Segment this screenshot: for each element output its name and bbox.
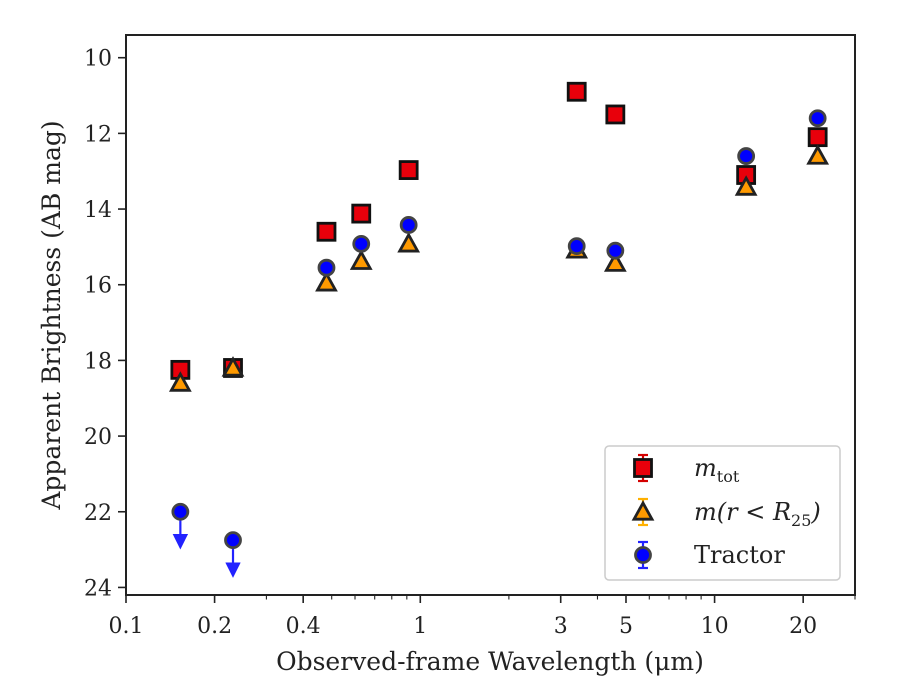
- y-tick-label: 22: [84, 501, 112, 526]
- series-tractor: [171, 109, 827, 578]
- data-point-tractor: [224, 531, 242, 550]
- data-point-mr25: [397, 231, 421, 253]
- y-tick-label: 16: [84, 274, 112, 299]
- y-tick-label: 10: [84, 47, 112, 72]
- data-point-mr25: [221, 356, 245, 377]
- data-point-mr25: [806, 144, 830, 165]
- data-point-tractor: [567, 237, 586, 256]
- data-point-mtot: [807, 127, 828, 148]
- data-point-mtot: [316, 221, 337, 242]
- data-point-mtot: [605, 104, 626, 125]
- y-tick-label: 20: [84, 425, 112, 450]
- data-point-mtot: [398, 160, 419, 180]
- legend-label-tractor: Tractor: [694, 541, 785, 569]
- data-point-mr25: [315, 270, 338, 292]
- x-tick-label: 0.4: [286, 614, 321, 639]
- legend-marker-tractor: [634, 546, 652, 564]
- y-tick-label: 14: [84, 198, 112, 223]
- y-axis-label: Apparent Brightness (AB mag): [37, 120, 66, 510]
- data-point-mtot: [566, 81, 587, 102]
- legend-marker-mtot: [633, 458, 653, 478]
- x-tick-label: 5: [619, 614, 633, 639]
- series-mr25: [168, 144, 830, 392]
- data-point-mr25: [349, 249, 373, 270]
- data-point-tractor: [171, 502, 190, 521]
- axes-frame: [125, 34, 856, 596]
- data-point-mr25: [168, 371, 192, 392]
- x-tick-label: 3: [554, 614, 568, 639]
- data-point-tractor: [352, 234, 371, 253]
- data-point-tractor: [317, 258, 336, 277]
- data-point-mtot: [351, 203, 372, 224]
- x-tick-label: 0.2: [197, 614, 232, 639]
- x-tick-label: 20: [789, 614, 817, 639]
- data-point-mr25: [734, 175, 758, 196]
- legend-label-mr25: m(r < R25): [694, 498, 821, 530]
- series-mtot: [170, 81, 828, 380]
- x-tick-label: 10: [701, 614, 729, 639]
- legend-marker-mr25: [631, 500, 655, 521]
- x-tick-label: 1: [413, 614, 427, 639]
- legend: mtot m(r < R25) Tractor: [604, 445, 841, 581]
- legend-frame: [604, 445, 841, 581]
- axes-ticks: 0.1 0.2 0.4 1 3 5 10 20 10 12 14 16 18 20 22 24: [84, 47, 856, 639]
- y-tick-label: 24: [84, 576, 112, 601]
- legend-label-mtot: mtot: [694, 454, 740, 486]
- data-point-mr25: [603, 251, 627, 272]
- plot-area: [168, 81, 830, 578]
- data-point-tractor: [399, 216, 418, 234]
- data-point-tractor: [606, 241, 625, 260]
- x-axis-label: Observed-frame Wavelength (μm): [276, 647, 704, 676]
- x-tick-label: 0.1: [109, 614, 144, 639]
- data-point-tractor: [737, 147, 756, 165]
- y-tick-label: 18: [84, 349, 112, 374]
- y-tick-label: 12: [84, 122, 112, 147]
- data-point-tractor: [808, 109, 827, 128]
